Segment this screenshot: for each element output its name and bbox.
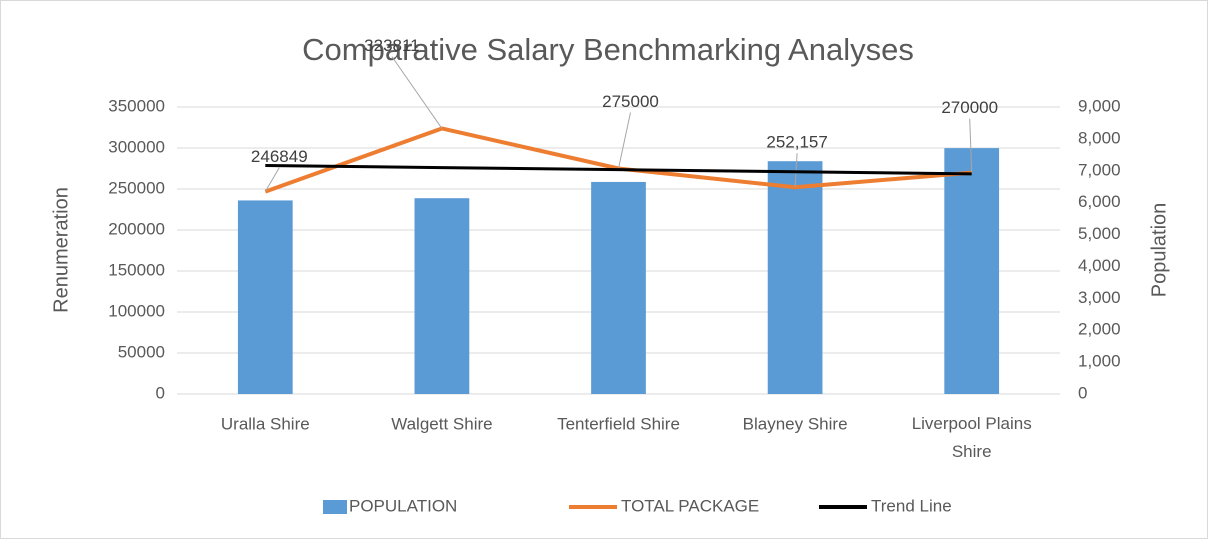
y2-axis-label: Population — [1148, 203, 1170, 298]
y2-tick-label: 0 — [1078, 383, 1087, 402]
data-label: 252,157 — [766, 133, 827, 152]
data-label: 270000 — [941, 98, 998, 117]
bar — [237, 200, 293, 394]
y-tick-label: 200000 — [108, 219, 165, 238]
y2-tick-label: 2,000 — [1078, 320, 1121, 339]
bar — [414, 198, 470, 394]
y2-tick-label: 9,000 — [1078, 96, 1121, 115]
y2-tick-label: 4,000 — [1078, 256, 1121, 275]
x-tick-label: Uralla Shire — [221, 414, 310, 433]
y-tick-label: 350000 — [108, 96, 165, 115]
y-tick-label: 100000 — [108, 301, 165, 320]
y2-tick-label: 3,000 — [1078, 288, 1121, 307]
data-label: 246849 — [251, 147, 308, 166]
legend-label: POPULATION — [349, 496, 457, 515]
y2-tick-label: 5,000 — [1078, 224, 1121, 243]
bar — [591, 181, 646, 394]
y-tick-label: 300000 — [108, 137, 165, 156]
y-axis-label: Renumeration — [50, 187, 72, 313]
leader-line — [794, 153, 798, 188]
x-tick-label: Walgett Shire — [391, 414, 492, 433]
bar — [944, 148, 1000, 394]
legend-label: Trend Line — [871, 496, 952, 515]
leader-line — [618, 112, 631, 169]
y2-tick-label: 7,000 — [1078, 160, 1121, 179]
leader-line — [391, 56, 443, 129]
bar — [767, 161, 823, 394]
y-tick-label: 150000 — [108, 260, 165, 279]
leader-line — [969, 118, 973, 173]
y2-tick-label: 8,000 — [1078, 128, 1121, 147]
leader-line — [264, 167, 280, 192]
x-tick-label: Blayney Shire — [743, 414, 848, 433]
chart-title: Comparative Salary Benchmarking Analyses — [302, 32, 914, 67]
y2-tick-label: 1,000 — [1078, 352, 1121, 371]
x-tick-label: Liverpool Plains Shire — [912, 414, 1032, 461]
legend-swatch — [323, 500, 347, 514]
y-tick-label: 250000 — [108, 178, 165, 197]
y-tick-label: 0 — [156, 383, 165, 402]
x-tick-label: Tenterfield Shire — [557, 414, 680, 433]
y2-tick-label: 6,000 — [1078, 192, 1121, 211]
y-tick-label: 50000 — [118, 342, 165, 361]
legend-label: TOTAL PACKAGE — [621, 496, 759, 515]
data-label: 323811 — [364, 36, 419, 55]
line-series — [265, 164, 972, 176]
data-label: 275000 — [602, 92, 659, 111]
